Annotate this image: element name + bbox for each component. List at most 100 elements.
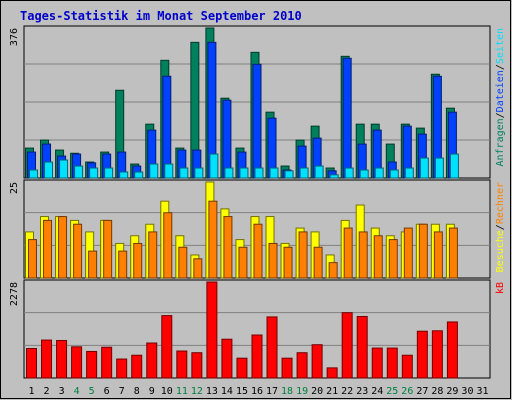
bar-seiten-day-12: [194, 167, 204, 179]
bar-seiten-day-27: [419, 157, 429, 179]
bar-kb-day-17: [266, 316, 278, 379]
bar-rechner-day-21: [328, 262, 338, 279]
bar-kb-day-5: [86, 350, 98, 379]
x-tick-label-29: 29: [446, 386, 458, 397]
x-tick-label-10: 10: [161, 386, 173, 397]
bar-seiten-day-20: [314, 165, 324, 179]
panel-mid: 25 Besuche/Rechner: [9, 179, 506, 279]
series-dateien: [27, 41, 457, 179]
x-tick-label-7: 7: [119, 386, 125, 397]
bar-seiten-day-14: [224, 167, 234, 179]
panel-mid-max-label: 25: [9, 182, 20, 194]
bar-seiten-day-26: [404, 167, 414, 179]
bar-dateien-day-22: [342, 57, 352, 179]
bar-rechner-day-14: [223, 216, 233, 279]
bar-rechner-day-6: [103, 219, 113, 279]
bar-seiten-day-8: [134, 171, 144, 179]
bar-rechner-day-3: [58, 216, 68, 279]
panel-bottom: 2278 kB: [9, 279, 506, 379]
bar-kb-day-8: [131, 354, 143, 379]
legend-separator: /: [495, 112, 506, 118]
bar-rechner-day-11: [178, 246, 188, 279]
legend-entry: kB: [495, 282, 506, 294]
x-tick-label-1: 1: [29, 386, 35, 397]
x-tick-label-21: 21: [326, 386, 338, 397]
bar-kb-day-11: [176, 350, 188, 379]
x-tick-label-14: 14: [221, 386, 233, 397]
bar-kb-day-10: [161, 315, 173, 379]
bar-rechner-day-23: [358, 231, 368, 279]
bar-kb-day-20: [311, 344, 323, 379]
x-tick-label-17: 17: [266, 386, 278, 397]
x-tick-label-11: 11: [176, 386, 188, 397]
bar-kb-day-14: [221, 338, 233, 379]
bar-kb-day-28: [431, 330, 443, 379]
x-tick-label-27: 27: [416, 386, 428, 397]
bar-rechner-day-9: [148, 231, 158, 279]
bar-rechner-day-17: [268, 242, 278, 279]
x-tick-label-3: 3: [59, 386, 65, 397]
bar-kb-day-9: [146, 342, 158, 379]
panel-top-legend: Anfragen/Dateien/Seiten: [495, 28, 506, 167]
bar-rechner-day-12: [193, 258, 203, 279]
bar-rechner-day-20: [313, 246, 323, 279]
panel-bottom-legend: kB: [495, 282, 506, 294]
bar-seiten-day-15: [239, 167, 249, 179]
x-axis-labels: 1 2 3 4 5 6 7 8 9 10 11 12 13 14 15 16 17 18 19 20 21 22 23 24 2…: [29, 386, 489, 397]
bar-kb-day-21: [326, 367, 338, 379]
x-tick-label-25: 25: [386, 386, 398, 397]
legend-entry: Dateien: [495, 70, 506, 112]
x-tick-label-9: 9: [149, 386, 155, 397]
series-kb: [26, 281, 458, 379]
panel-top-max-label: 376: [9, 28, 20, 46]
x-tick-label-26: 26: [401, 386, 413, 397]
x-tick-label-4: 4: [74, 386, 80, 397]
bar-rechner-day-1: [28, 239, 37, 279]
bar-seiten-day-19: [299, 167, 309, 179]
bar-rechner-day-18: [283, 246, 293, 279]
series-seiten: [29, 153, 459, 179]
bar-rechner-day-4: [73, 223, 83, 279]
x-tick-label-13: 13: [206, 386, 218, 397]
bar-rechner-day-27: [418, 223, 428, 279]
bar-kb-day-3: [56, 339, 68, 379]
bar-kb-day-22: [341, 312, 353, 379]
bar-kb-day-6: [101, 346, 113, 379]
bar-rechner-day-5: [88, 250, 98, 279]
panel-top: 376 Anfragen/Dateien/Seiten: [9, 25, 506, 179]
bar-kb-day-2: [41, 339, 53, 379]
x-tick-label-5: 5: [89, 386, 95, 397]
bar-rechner-day-24: [373, 235, 383, 279]
legend-separator: /: [495, 224, 506, 230]
bar-seiten-day-2: [44, 161, 54, 179]
bar-seiten-day-4: [74, 165, 84, 179]
bar-kb-day-1: [26, 348, 37, 379]
bar-rechner-day-19: [298, 231, 308, 279]
bar-seiten-day-21: [329, 174, 339, 179]
legend-separator: /: [495, 64, 506, 70]
panel-mid-legend: Besuche/Rechner: [495, 182, 506, 272]
bar-kb-day-24: [371, 347, 383, 379]
x-tick-label-8: 8: [134, 386, 140, 397]
bar-dateien-day-14: [222, 99, 232, 179]
x-tick-label-24: 24: [371, 386, 383, 397]
bar-seiten-day-29: [449, 153, 459, 179]
bar-rechner-day-16: [253, 223, 263, 279]
x-tick-label-19: 19: [296, 386, 308, 397]
bar-rechner-day-8: [133, 242, 143, 279]
bar-rechner-day-10: [163, 212, 173, 279]
bar-rechner-day-26: [403, 227, 413, 279]
bar-kb-day-7: [116, 358, 128, 379]
x-tick-label-16: 16: [251, 386, 263, 397]
x-tick-label-18: 18: [281, 386, 293, 397]
bar-kb-day-26: [401, 354, 413, 379]
bar-rechner-day-13: [208, 200, 218, 279]
bar-seiten-day-18: [284, 170, 294, 179]
bar-kb-day-29: [446, 321, 458, 379]
x-tick-label-12: 12: [191, 386, 203, 397]
bar-seiten-day-1: [29, 169, 38, 179]
x-tick-label-28: 28: [431, 386, 443, 397]
chart-panels: 376 Anfragen/Dateien/Seiten 25 Besuche/Rech…: [9, 25, 506, 379]
bar-kb-day-18: [281, 357, 293, 379]
